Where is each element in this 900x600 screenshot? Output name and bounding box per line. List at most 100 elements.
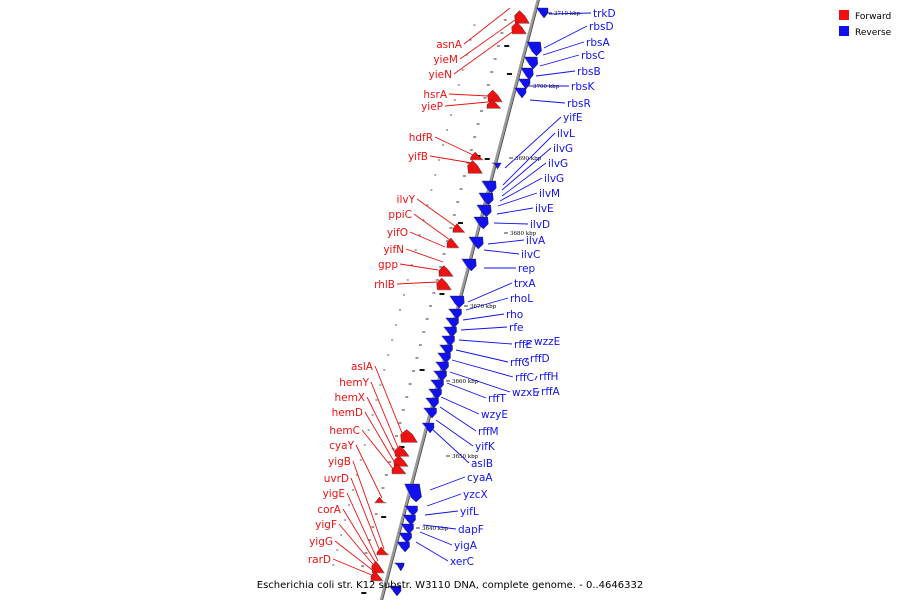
reverse-gene [461, 258, 477, 272]
reverse-gene [398, 532, 412, 544]
forward-gene [370, 570, 384, 582]
legend-reverse-swatch [839, 26, 849, 36]
gene-name: yifN [383, 244, 404, 256]
track-marker [504, 45, 510, 47]
leader-line [405, 248, 444, 263]
gene-name: cyaA [467, 472, 493, 484]
gene-name: rhoL [510, 293, 533, 305]
reverse-gene [523, 56, 539, 70]
reverse-gene [513, 87, 527, 99]
gene-label-ilve: ilvE [496, 203, 554, 215]
gene-name: gpp [378, 259, 398, 271]
gene-name: wzyE [481, 409, 508, 421]
reverse-gene [402, 514, 416, 526]
leader-line [422, 524, 457, 530]
legend: Forward Reverse [839, 10, 892, 38]
reverse-gene [404, 483, 422, 503]
gene-label-ilvg: ilvG [501, 143, 573, 191]
gene-name: dapF [458, 524, 484, 536]
gene-name: ilvA [526, 235, 546, 247]
track-marker [399, 446, 405, 448]
reverse-gene [478, 192, 494, 206]
gene-name: hemY [339, 377, 369, 389]
gene-name: hemD [332, 407, 363, 419]
gene-name: xerC [450, 556, 474, 568]
gene-name: trxA [514, 278, 536, 290]
forward-gene [487, 89, 503, 103]
gene-name: rffD [530, 353, 550, 365]
leader-line [449, 371, 511, 393]
gene-label-yifb: yifB [408, 151, 473, 164]
track-marker [484, 158, 490, 160]
gene-label-rhol: rhoL [465, 293, 533, 311]
forward-gene [446, 237, 460, 249]
reverse-gene [425, 397, 439, 409]
gene-name: rffM [478, 426, 499, 438]
legend-reverse-label: Reverse [855, 28, 892, 38]
gene-name: ilvM [539, 188, 560, 200]
gene-label-ilvc: ilvC [483, 249, 540, 261]
gene-name: ppiC [388, 209, 412, 221]
leader-line [361, 429, 395, 471]
gene-name: yifK [475, 441, 496, 453]
gene-name: yigE [323, 488, 345, 500]
leader-line [440, 396, 480, 415]
gene-label-yigb: yigB [328, 456, 385, 550]
leader-line [342, 508, 378, 566]
tick-label: 3670 kbp [470, 304, 497, 310]
gene-label-rffe: rffE [458, 339, 532, 351]
gene-label-trkd: trkD [548, 8, 616, 20]
leader-line [536, 390, 540, 396]
gene-name: ilvG [553, 143, 573, 155]
leader-line [370, 381, 400, 451]
gene-label-rffh: rffH [534, 371, 558, 383]
gene-name: rffT [488, 393, 507, 405]
leader-line [465, 297, 509, 311]
gene-label-ilvy: ilvY [397, 194, 456, 227]
leader-line [534, 375, 538, 381]
leader-line [352, 460, 385, 550]
leader-line [460, 326, 508, 331]
forward-gene [467, 160, 483, 174]
gene-label-rbsa: rbsA [542, 37, 610, 56]
gene-name: ilvC [521, 249, 540, 261]
leader-line [446, 382, 487, 399]
leader-line [434, 136, 474, 156]
forward-gene [438, 265, 454, 277]
reverse-gene [517, 78, 531, 90]
gene-name: ilvE [535, 203, 554, 215]
gene-label-yien: yieN [429, 29, 516, 81]
leader-line [455, 349, 509, 363]
leader-line [429, 155, 473, 164]
leader-line [499, 177, 543, 202]
gene-label-ilvm: ilvM [497, 188, 560, 207]
gene-name: corA [317, 504, 342, 516]
leader-line [501, 147, 552, 191]
reverse-gene [520, 67, 534, 81]
gene-label-rhlb: rhlB [374, 279, 438, 291]
leader-line [334, 540, 376, 573]
gene-label-wzze: wzzE [524, 336, 560, 348]
track-marker [506, 73, 512, 75]
gene-label-cora: corA [317, 504, 378, 566]
forward-gene [514, 10, 530, 24]
gene-label-gpp: gpp [378, 259, 439, 271]
gene-label-yiga: yigA [419, 531, 478, 552]
gene-name: rbsC [581, 50, 605, 62]
leader-line [419, 531, 453, 546]
gene-name: rffG [510, 357, 530, 369]
leader-line [355, 444, 383, 499]
gene-label-dapf: dapF [422, 524, 484, 536]
reverse-gene [421, 422, 435, 434]
gene-label-hdfr: hdfR [409, 132, 474, 156]
reverse-gene [481, 180, 497, 194]
gene-label-hemd: hemD [332, 407, 396, 464]
leader-line [338, 523, 377, 569]
gene-name: wzzE [534, 336, 560, 348]
leader-line [487, 239, 525, 245]
forward-gene [436, 277, 452, 291]
gene-name: ilvY [397, 194, 416, 206]
gene-arrows [370, 7, 549, 597]
forward-gene [376, 546, 390, 556]
